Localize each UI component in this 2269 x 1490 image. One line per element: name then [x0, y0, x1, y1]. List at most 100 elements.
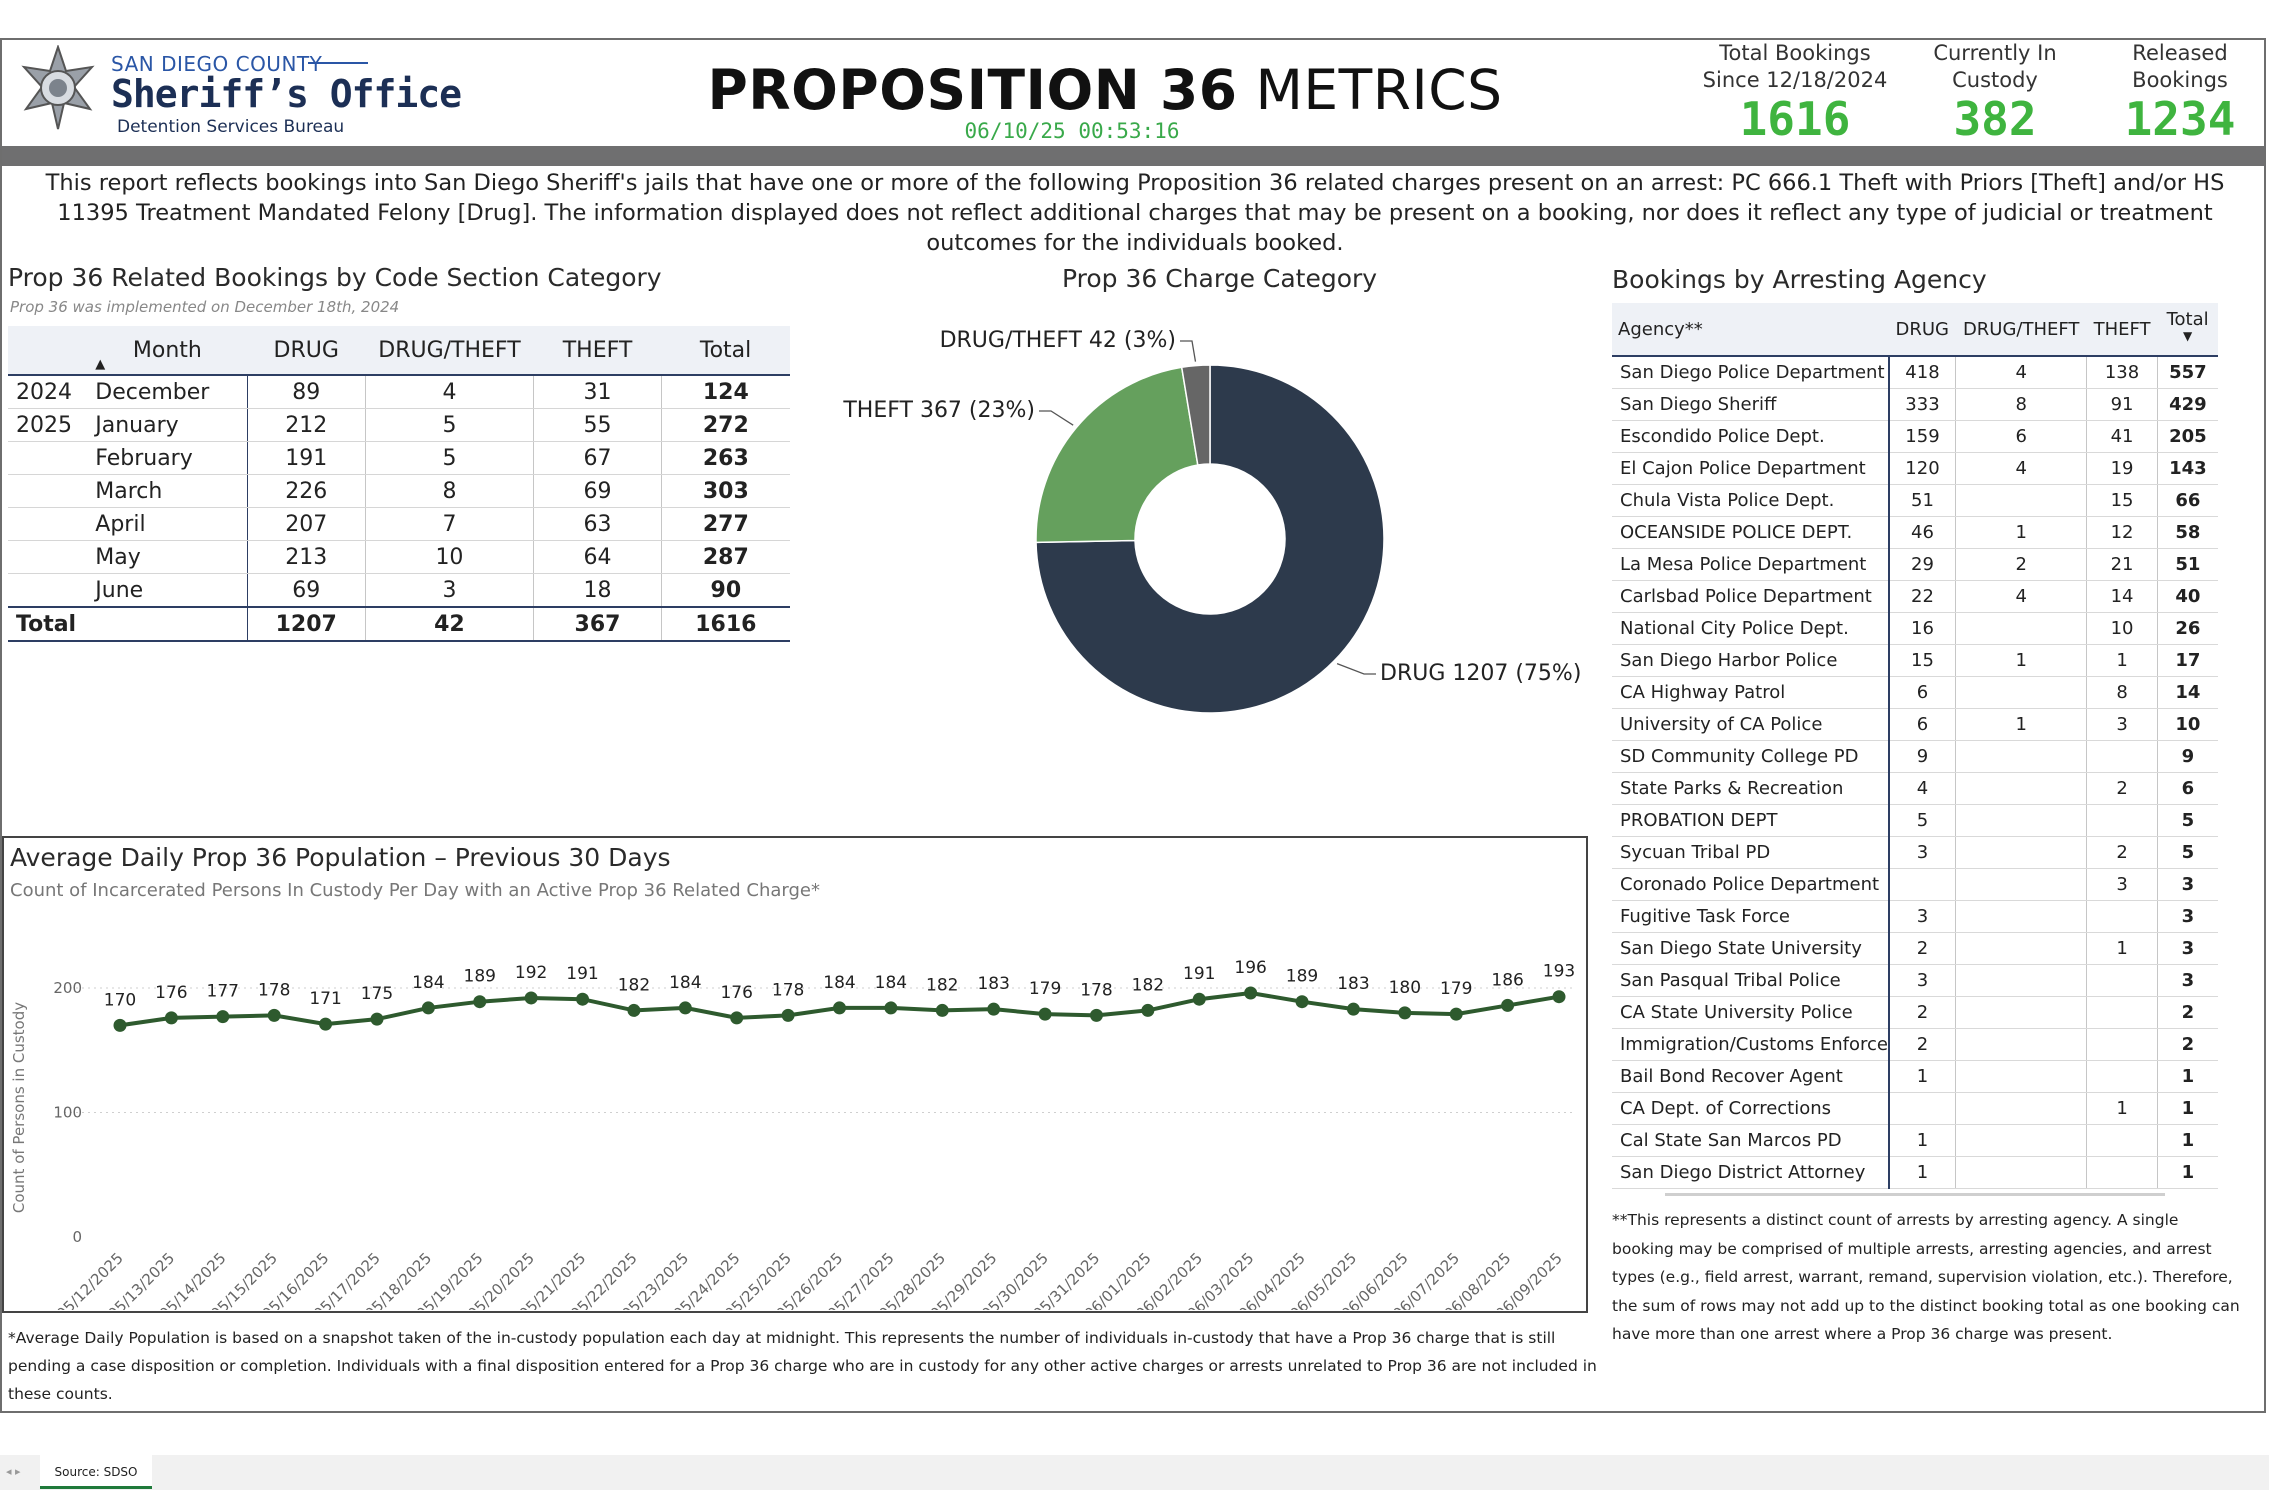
cell-drug: 89: [247, 375, 366, 409]
data-point[interactable]: [1089, 1008, 1103, 1022]
cell-drug: 2: [1888, 1028, 1957, 1061]
cell-agency: La Mesa Police Department: [1612, 548, 1890, 581]
cell-agency: Carlsbad Police Department: [1612, 580, 1890, 613]
cell-year: 2024: [8, 375, 88, 409]
cell-drug: 1: [1888, 1060, 1957, 1093]
donut-leader-line: [1039, 410, 1074, 426]
cell-drugtheft: [1955, 932, 2088, 965]
total-header[interactable]: Total: [661, 326, 790, 376]
donut-title: Prop 36 Charge Category: [1062, 264, 1378, 293]
drugtheft-header[interactable]: DRUG/THEFT: [1955, 303, 2087, 357]
table-row: San Diego Sheriff 333 8 91 429: [1612, 388, 2218, 421]
data-point[interactable]: [267, 1008, 281, 1022]
data-point[interactable]: [781, 1008, 795, 1022]
data-point[interactable]: [576, 992, 590, 1006]
donut-slice-theft[interactable]: [1035, 366, 1199, 544]
drug-header[interactable]: DRUG: [247, 326, 366, 376]
data-point[interactable]: [987, 1002, 1001, 1016]
donut-slice-drug[interactable]: [1035, 364, 1385, 714]
cell-drugtheft: [1955, 1156, 2088, 1189]
data-point[interactable]: [473, 995, 487, 1009]
agency-footnote: **This represents a distinct count of ar…: [1612, 1211, 2240, 1343]
cell-drugtheft: 1: [1955, 516, 2088, 549]
tab-scroll-arrows-icon[interactable]: ◂ ▸: [6, 1465, 21, 1478]
cell-theft: 55: [533, 408, 662, 442]
cell-theft: 18: [533, 573, 662, 608]
data-label: 171: [309, 989, 341, 1009]
drugtheft-header[interactable]: DRUG/THEFT: [365, 326, 534, 376]
county-name: SAN DIEGO COUNTY: [111, 52, 323, 76]
data-label: 176: [720, 983, 752, 1003]
data-point[interactable]: [113, 1018, 127, 1032]
data-point[interactable]: [319, 1017, 333, 1031]
cell-agency: SD Community College PD: [1612, 740, 1890, 773]
donut-slice-drug-theft[interactable]: [1180, 364, 1211, 466]
agency-table-scrollbar[interactable]: [1665, 1193, 2165, 1196]
sheet-tab-source[interactable]: Source: SDSO: [40, 1455, 152, 1489]
cell-total: 2: [2157, 1028, 2218, 1061]
data-label: 184: [669, 973, 701, 993]
theft-header[interactable]: THEFT: [2086, 303, 2158, 357]
agency-header[interactable]: Agency**: [1612, 303, 1889, 357]
cell-drugtheft: 8: [365, 474, 535, 508]
cell-drugtheft: [1955, 676, 2088, 709]
cell-drug: 213: [247, 540, 366, 574]
cell-agency: San Pasqual Tribal Police: [1612, 964, 1890, 997]
data-point[interactable]: [1449, 1007, 1463, 1021]
data-point[interactable]: [1038, 1007, 1052, 1021]
data-point[interactable]: [164, 1011, 178, 1025]
data-point[interactable]: [935, 1003, 949, 1017]
table-row: February 191 5 67 263: [8, 441, 790, 475]
cell-total: 17: [2157, 644, 2218, 677]
table-row: Chula Vista Police Dept. 51 15 66: [1612, 484, 2218, 517]
data-label: 178: [772, 980, 804, 1000]
cell-total-drugtheft: 42: [365, 606, 535, 642]
data-point[interactable]: [1398, 1006, 1412, 1020]
kpi-value: 1234: [2124, 92, 2236, 146]
data-point[interactable]: [1141, 1003, 1155, 1017]
cell-year: [8, 441, 88, 475]
cell-theft: [2086, 964, 2158, 997]
donut-slice-label: DRUG/THEFT 42 (3%): [940, 328, 1176, 353]
data-point[interactable]: [1192, 992, 1206, 1006]
month-header[interactable]: Month ▲: [87, 326, 248, 376]
data-point[interactable]: [627, 1003, 641, 1017]
theft-header[interactable]: THEFT: [533, 326, 662, 376]
data-label: 186: [1491, 970, 1523, 990]
cell-total: 6: [2157, 772, 2218, 805]
cell-theft: 138: [2086, 356, 2158, 389]
data-point[interactable]: [730, 1011, 744, 1025]
data-point[interactable]: [370, 1012, 384, 1026]
y-tick-label: 200: [53, 979, 82, 997]
data-point[interactable]: [421, 1001, 435, 1015]
drug-header[interactable]: DRUG: [1888, 303, 1956, 357]
cell-total: 287: [661, 540, 790, 574]
data-point[interactable]: [1346, 1002, 1360, 1016]
data-label: 189: [464, 967, 496, 987]
table-row: Immigration/Customs Enforce 2 2: [1612, 1028, 2218, 1061]
office-name: Sheriff’s Office: [111, 72, 462, 116]
data-point[interactable]: [1552, 990, 1566, 1004]
cell-theft: [2086, 1124, 2158, 1157]
data-point[interactable]: [1244, 986, 1258, 1000]
cell-agency: CA Dept. of Corrections: [1612, 1092, 1890, 1125]
cell-drugtheft: 6: [1955, 420, 2088, 453]
data-label: 192: [515, 963, 547, 983]
cell-drugtheft: 8: [1955, 388, 2088, 421]
data-point[interactable]: [1295, 995, 1309, 1009]
cell-drug: 207: [247, 507, 366, 541]
data-point[interactable]: [833, 1001, 846, 1015]
total-header[interactable]: Total ▼: [2157, 303, 2218, 357]
data-label: 184: [875, 973, 907, 993]
cell-month: February: [87, 441, 248, 475]
data-point[interactable]: [524, 991, 538, 1005]
cell-year: [8, 474, 88, 508]
table-row: OCEANSIDE POLICE DEPT. 46 1 12 58: [1612, 516, 2218, 549]
monthly-bookings-table: Month ▲ DRUG DRUG/THEFT THEFT Total 2024…: [8, 326, 790, 642]
cell-theft: [2086, 1060, 2158, 1093]
data-point[interactable]: [884, 1001, 898, 1015]
data-point[interactable]: [678, 1001, 692, 1015]
data-point[interactable]: [1501, 998, 1515, 1012]
population-footnote: *Average Daily Population is based on a …: [8, 1329, 1597, 1403]
data-point[interactable]: [216, 1010, 230, 1024]
